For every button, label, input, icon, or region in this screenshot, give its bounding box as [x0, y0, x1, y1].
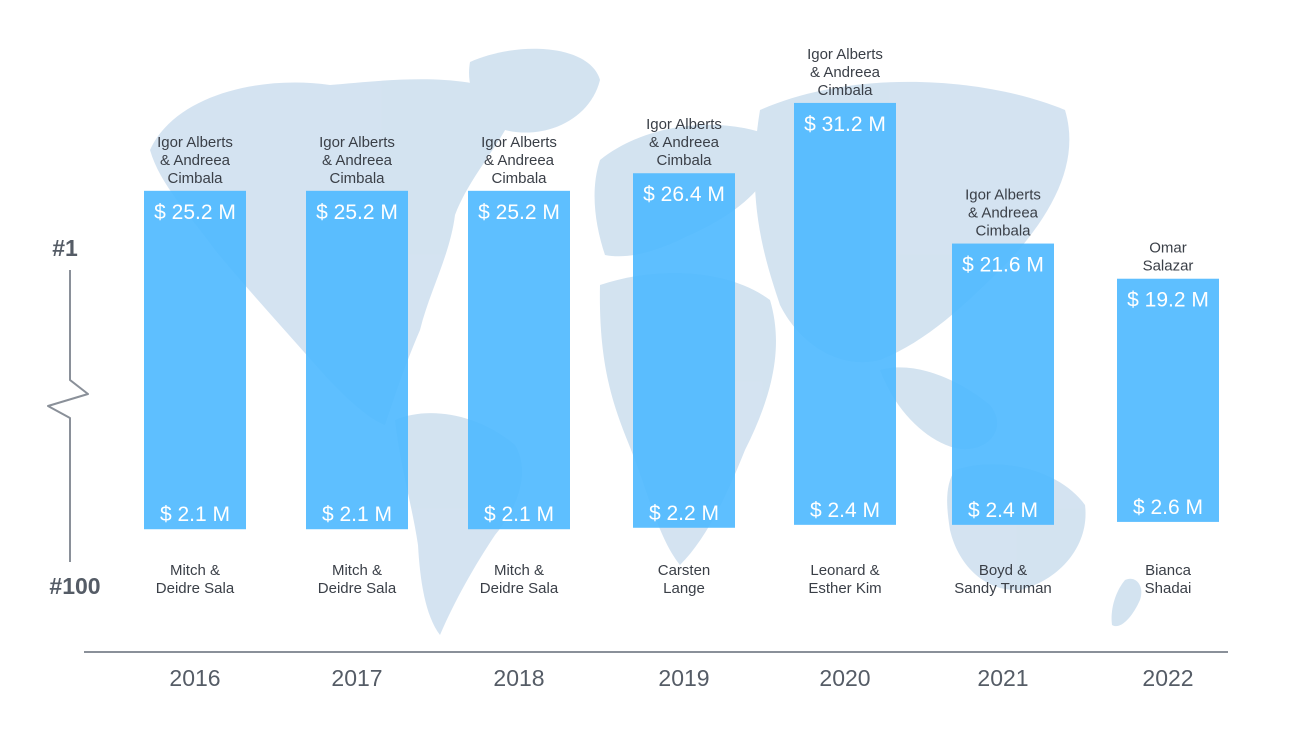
top-earner-name: Igor Alberts [319, 134, 395, 151]
bar-bottom-value-label: $ 2.6 M [1133, 496, 1203, 519]
top-earner-name: & Andreea [968, 205, 1039, 222]
top-earner-name: & Andreea [649, 134, 720, 151]
rank-top-label: #1 [52, 235, 78, 261]
bar-bottom-value-label: $ 2.1 M [160, 503, 230, 526]
top-earner-name: Igor Alberts [807, 46, 883, 63]
top-earner-name: Cimbala [167, 170, 223, 187]
year-tick-label: 2018 [493, 665, 544, 691]
year-tick-label: 2021 [977, 665, 1028, 691]
top-earner-name: Cimbala [656, 152, 712, 169]
bar-bottom-value-label: $ 2.1 M [484, 503, 554, 526]
bar-top-value-label: $ 25.2 M [478, 201, 560, 224]
bar-2021 [952, 243, 1054, 525]
top-earner-name: Igor Alberts [646, 116, 722, 133]
top-earner-name: Cimbala [491, 170, 547, 187]
rank-bottom-label: #100 [49, 573, 100, 599]
rank-100-earner-name: Deidre Sala [318, 580, 397, 597]
bar-bottom-value-label: $ 2.4 M [968, 499, 1038, 522]
bar-top-value-label: $ 19.2 M [1127, 289, 1209, 312]
top-earner-name: Omar [1149, 240, 1187, 257]
bar-bottom-value-label: $ 2.1 M [322, 503, 392, 526]
top-earner-name: Igor Alberts [965, 187, 1041, 204]
rank-100-earner-name: Deidre Sala [480, 580, 559, 597]
rank-100-earner-name: Mitch & [332, 562, 382, 579]
rank-100-earner-name: Carsten [658, 562, 711, 579]
bar-2016 [144, 190, 246, 530]
top-earner-name: Igor Alberts [157, 134, 233, 151]
bar-2017 [306, 190, 408, 530]
bar-bottom-value-label: $ 2.4 M [810, 499, 880, 522]
rank-100-earner-name: Mitch & [494, 562, 544, 579]
bar-2018 [468, 190, 570, 530]
bar-2020 [794, 102, 896, 525]
bar-top-value-label: $ 25.2 M [154, 201, 236, 224]
rank-100-earner-name: Lange [663, 580, 705, 597]
top-earner-name: & Andreea [322, 152, 393, 169]
bar-top-value-label: $ 26.4 M [643, 183, 725, 206]
year-tick-label: 2017 [331, 665, 382, 691]
bar-bottom-value-label: $ 2.2 M [649, 502, 719, 525]
top-earner-name: & Andreea [810, 64, 881, 81]
bar-top-value-label: $ 25.2 M [316, 201, 398, 224]
top-earner-name: Igor Alberts [481, 134, 557, 151]
year-tick-label: 2019 [658, 665, 709, 691]
year-tick-label: 2022 [1142, 665, 1193, 691]
top-earner-name: Salazar [1143, 258, 1194, 275]
rank-scale-break-line [47, 270, 89, 562]
bar-top-value-label: $ 31.2 M [804, 113, 886, 136]
rank-100-earner-name: Esther Kim [808, 580, 881, 597]
year-tick-label: 2020 [819, 665, 870, 691]
year-tick-label: 2016 [169, 665, 220, 691]
greenland-shape [469, 48, 600, 133]
rank-100-earner-name: Shadai [1145, 580, 1192, 597]
rank-100-earner-name: Sandy Truman [954, 580, 1052, 597]
rank-100-earner-name: Bianca [1145, 562, 1192, 579]
top-earner-name: & Andreea [484, 152, 555, 169]
top-earner-name: Cimbala [975, 223, 1031, 240]
bar-2019 [633, 173, 735, 528]
rank-100-earner-name: Leonard & [810, 562, 879, 579]
new-zealand-shape [1111, 578, 1142, 627]
bar-top-value-label: $ 21.6 M [962, 254, 1044, 277]
rank-100-earner-name: Deidre Sala [156, 580, 235, 597]
top-earner-name: Cimbala [817, 82, 873, 99]
top-earner-name: & Andreea [160, 152, 231, 169]
bar-2022 [1117, 278, 1219, 522]
rank-100-earner-name: Mitch & [170, 562, 220, 579]
top-earner-name: Cimbala [329, 170, 385, 187]
rank-100-earner-name: Boyd & [979, 562, 1027, 579]
